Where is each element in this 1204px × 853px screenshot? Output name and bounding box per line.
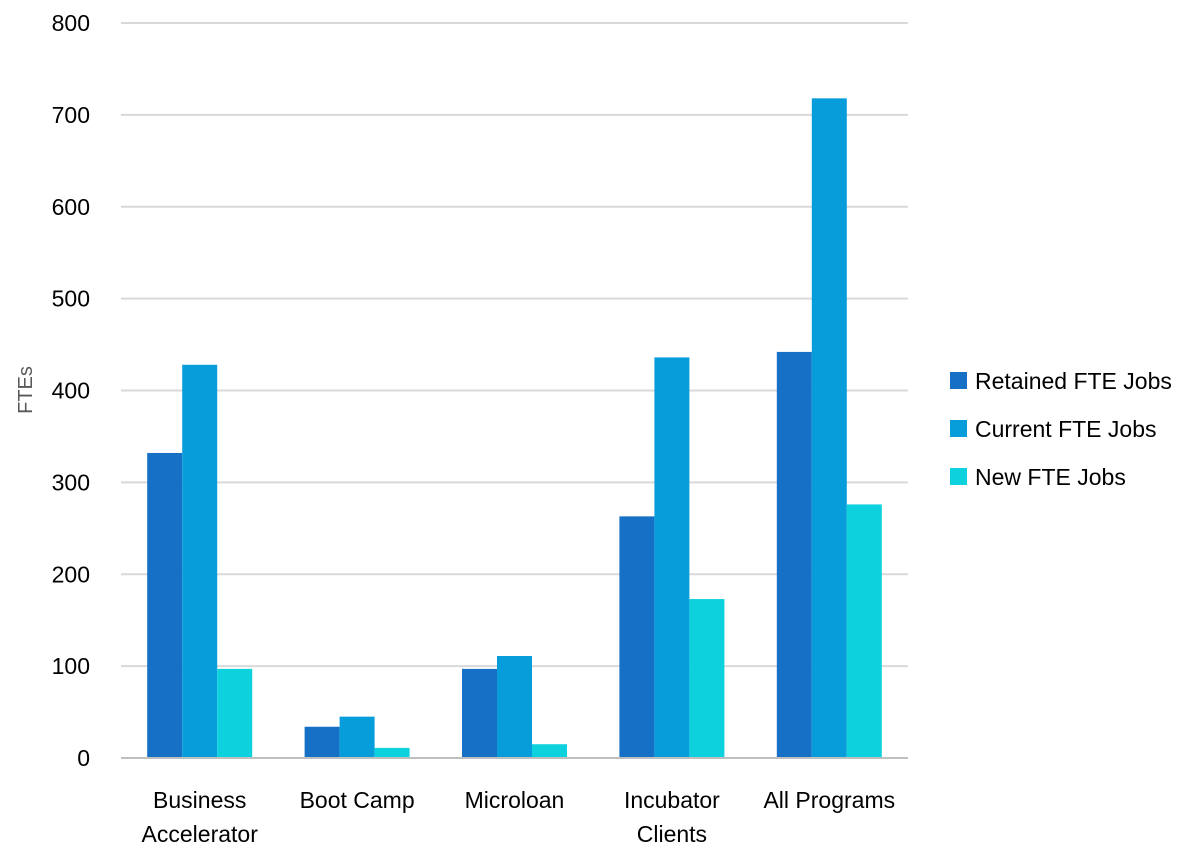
x-tick-label: Business [153, 787, 246, 813]
bar [147, 452, 183, 758]
bar [217, 668, 253, 758]
legend-swatch [950, 372, 967, 389]
bar [532, 744, 567, 758]
bar [462, 668, 497, 758]
x-tick-label: Incubator [624, 787, 720, 813]
y-tick-label: 400 [52, 378, 90, 404]
x-tick-label: All Programs [763, 787, 895, 813]
x-tick-label: Accelerator [142, 821, 259, 847]
axes: 0 100 200 300 400 500 600 700 800 Business Acceler… [52, 10, 908, 847]
bar [374, 747, 410, 758]
x-tick-label: Boot Camp [300, 787, 415, 813]
bar [497, 656, 532, 758]
legend-swatch [950, 420, 967, 437]
bar [182, 364, 218, 758]
bar [689, 599, 725, 758]
bar [846, 504, 882, 758]
y-tick-label: 300 [52, 469, 90, 495]
bar [811, 98, 847, 758]
bar [304, 726, 340, 758]
x-tick-label: Clients [637, 821, 707, 847]
x-tick-label: Microloan [465, 787, 565, 813]
bar [339, 716, 375, 758]
y-tick-label: 800 [52, 10, 90, 36]
y-tick-label: 600 [52, 194, 90, 220]
gridlines [121, 22, 908, 668]
y-tick-label: 0 [77, 745, 90, 771]
legend-label: New FTE Jobs [975, 464, 1126, 490]
y-tick-label: 700 [52, 102, 90, 128]
y-axis-title: FTEs [15, 366, 37, 414]
legend-swatch [950, 468, 967, 485]
bar [619, 516, 655, 758]
bars [147, 98, 882, 758]
legend-label: Current FTE Jobs [975, 416, 1157, 442]
y-tick-label: 100 [52, 653, 90, 679]
bar [654, 357, 690, 758]
y-tick-label: 200 [52, 561, 90, 587]
bar [776, 351, 812, 758]
y-tick-label: 500 [52, 286, 90, 312]
legend[interactable]: Retained FTE Jobs Current FTE Jobs New FTE… [950, 368, 1172, 490]
legend-label: Retained FTE Jobs [975, 368, 1172, 394]
